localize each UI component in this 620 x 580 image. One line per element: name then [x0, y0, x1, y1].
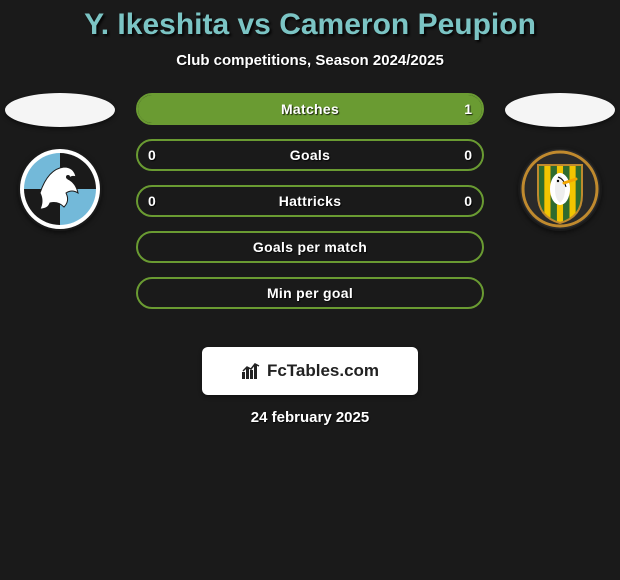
stat-row: 0 Hattricks 0	[136, 185, 484, 217]
stat-label: Goals per match	[253, 239, 367, 255]
stat-row: 0 Goals 0	[136, 139, 484, 171]
brand-card[interactable]: FcTables.com	[202, 347, 418, 395]
brand-text: FcTables.com	[267, 361, 379, 381]
generated-date: 24 february 2025	[0, 409, 620, 426]
stat-value-right: 0	[464, 147, 472, 163]
subtitle: Club competitions, Season 2024/2025	[0, 52, 620, 69]
stat-label: Matches	[281, 101, 339, 117]
stat-value-right: 0	[464, 193, 472, 209]
stat-row: Matches 1	[136, 93, 484, 125]
stat-label: Min per goal	[267, 285, 353, 301]
stat-value-right: 1	[464, 101, 472, 117]
fc-den-bosch-crest-icon	[18, 147, 102, 231]
stat-value-left: 0	[148, 193, 156, 209]
ado-den-haag-crest-icon	[518, 147, 602, 231]
stat-rows: Matches 1 0 Goals 0 0 Hattricks 0 Goals per matc…	[136, 93, 484, 309]
stat-value-left: 0	[148, 147, 156, 163]
comparison-card: Y. Ikeshita vs Cameron Peupion Club comp…	[0, 0, 620, 580]
left-player-column	[0, 93, 120, 231]
page-title: Y. Ikeshita vs Cameron Peupion	[0, 0, 620, 42]
left-player-nameplate	[5, 93, 115, 127]
left-club-badge	[18, 147, 102, 231]
stat-row: Goals per match	[136, 231, 484, 263]
right-player-column	[500, 93, 620, 231]
bar-chart-icon	[241, 362, 261, 380]
right-club-badge	[518, 147, 602, 231]
stat-label: Goals	[290, 147, 330, 163]
compare-area: Matches 1 0 Goals 0 0 Hattricks 0 Goals per matc…	[0, 93, 620, 333]
right-player-nameplate	[505, 93, 615, 127]
stat-row: Min per goal	[136, 277, 484, 309]
stat-label: Hattricks	[279, 193, 342, 209]
